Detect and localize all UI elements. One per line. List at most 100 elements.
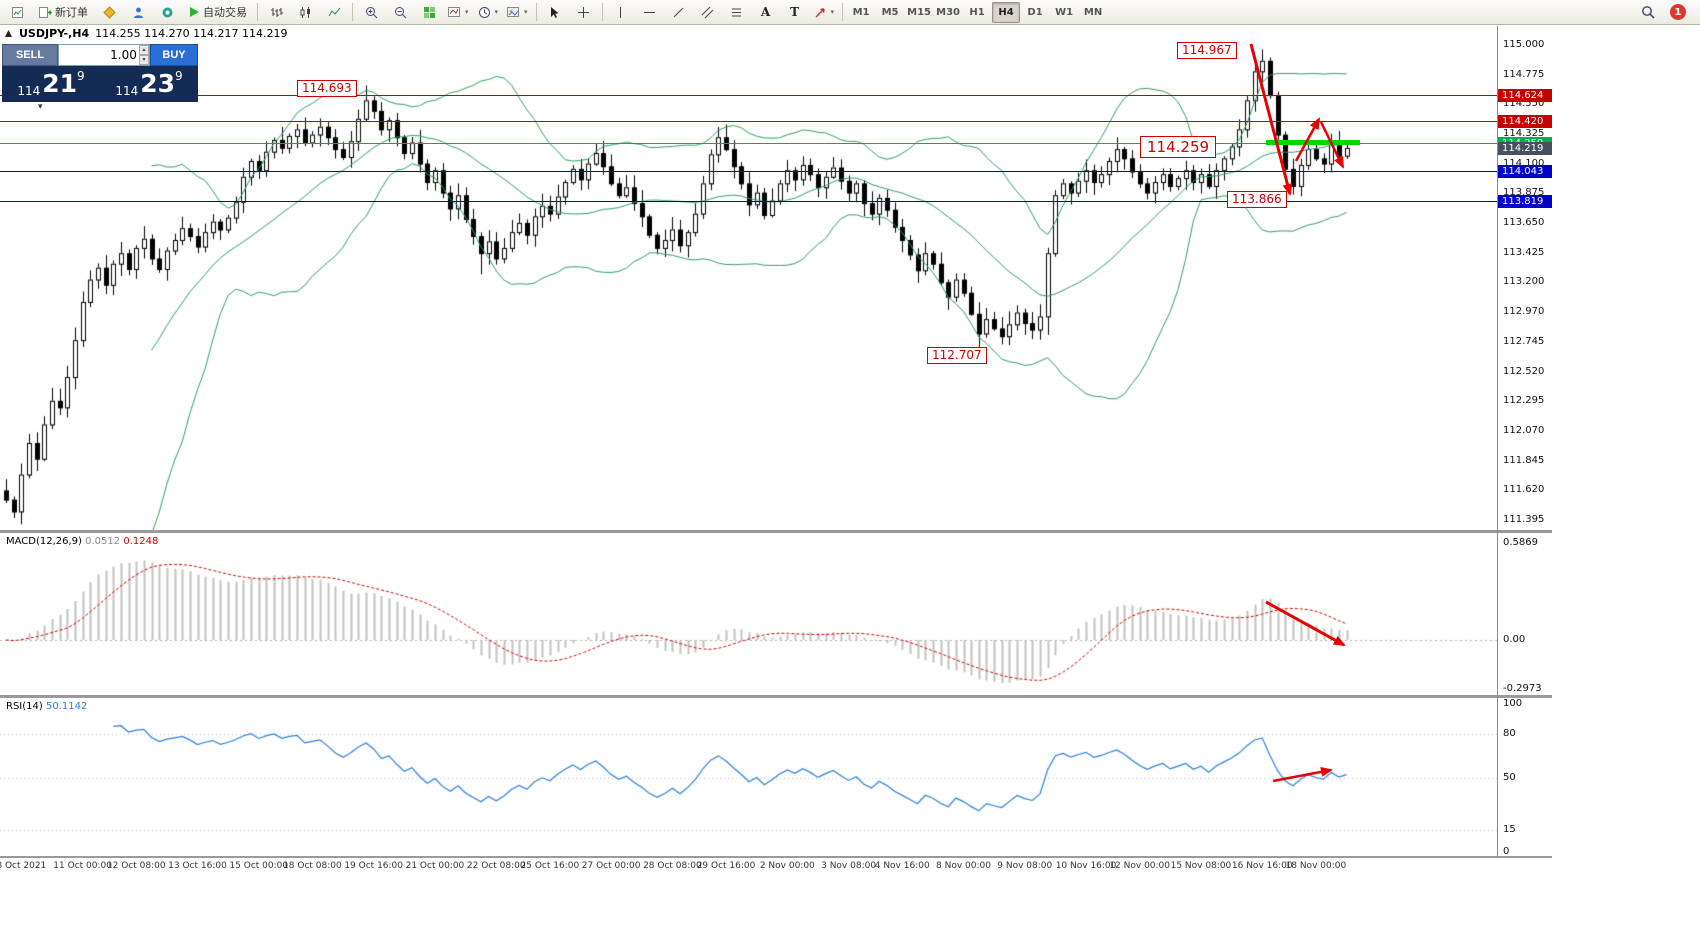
sell-price-point: 9 (77, 69, 85, 83)
time-axis-label: 21 Oct 00:00 (405, 861, 465, 871)
notification-badge[interactable]: 1 (1670, 4, 1686, 20)
price-tick-label: 113.650 (1503, 216, 1545, 228)
price-callout-label[interactable]: 114.259 (1140, 136, 1217, 158)
sell-price-pips: 21 (42, 69, 78, 98)
zoom-in-button[interactable] (357, 1, 385, 24)
macd-canvas[interactable] (0, 533, 1497, 695)
price-tag[interactable]: 114.219 (1498, 141, 1552, 155)
time-axis-label: 19 Oct 16:00 (344, 861, 403, 871)
buy-price-point: 9 (175, 69, 183, 83)
autotrade-button[interactable]: 自动交易 (182, 2, 253, 23)
price-level-line[interactable] (0, 171, 1497, 173)
zoom-out-button[interactable] (386, 1, 414, 24)
price-tag[interactable]: 114.043 (1498, 165, 1552, 179)
tf-button-M5[interactable]: M5 (881, 6, 899, 18)
buy-price-base: 114 (115, 84, 139, 98)
horizontal-line-button[interactable] (636, 1, 664, 24)
chart-title-bar: USDJPY-,H4 114.255 114.270 114.217 114.2… (0, 26, 1552, 41)
time-axis-label: 2 Nov 00:00 (759, 861, 815, 871)
price-tick-label: 114.100 (1503, 157, 1545, 169)
tf-button-MN[interactable]: MN (1083, 6, 1103, 18)
line-chart-button[interactable] (320, 1, 348, 24)
tf-button-H1[interactable]: H1 (969, 6, 985, 18)
price-tick-label: 111.845 (1503, 454, 1545, 466)
indicators-button[interactable] (444, 1, 473, 24)
market-watch-button[interactable] (95, 1, 123, 24)
bar-chart-button[interactable] (262, 1, 290, 24)
rsi-value: 50.1142 (45, 701, 88, 712)
periods-button[interactable] (474, 1, 503, 24)
price-tag[interactable]: 113.819 (1498, 194, 1552, 208)
price-tick-label: 115.000 (1503, 39, 1545, 50)
toolbar: 新订单 自动交易 (0, 0, 1700, 25)
buy-price[interactable]: 114 23 9 (100, 66, 198, 102)
toolbar-separator (601, 3, 603, 21)
sell-button[interactable]: SELL (2, 44, 58, 66)
label-icon: T (790, 5, 800, 19)
price-callout-label[interactable]: 112.707 (927, 347, 987, 364)
buy-button[interactable]: BUY (150, 44, 198, 66)
channel-icon (701, 6, 714, 18)
tf-button-M1[interactable]: M1 (852, 6, 870, 18)
volume-input[interactable] (59, 45, 139, 65)
shapes-button[interactable] (810, 1, 839, 24)
tf-button-M15[interactable]: M15 (907, 6, 931, 18)
tf-button-H4[interactable]: H4 (992, 1, 1021, 23)
price-tick-label: 112.070 (1503, 425, 1545, 437)
tf-button-M30[interactable]: M30 (936, 6, 960, 18)
time-axis-label: 10 Nov 16:00 (1055, 861, 1117, 871)
vertical-line-button[interactable] (607, 1, 635, 24)
price-tick-label: 113.425 (1503, 246, 1545, 258)
tile-windows-button[interactable] (415, 1, 443, 24)
timeframe-group: M1 M5 M15 M30 H1 H4 D1 W1 MN (847, 1, 1107, 23)
sell-price-base: 114 (17, 84, 41, 98)
text-button[interactable]: A (752, 1, 780, 24)
candlestick-chart-button[interactable] (291, 1, 319, 24)
price-callout-label[interactable]: 114.693 (297, 80, 357, 97)
trade-panel-collapse-button[interactable]: ▾ (38, 102, 43, 112)
price-level-line[interactable] (0, 121, 1497, 123)
trendline-button[interactable] (665, 1, 693, 24)
panel-splitter[interactable] (0, 530, 1552, 533)
label-button[interactable]: T (781, 1, 809, 24)
time-axis-label: 22 Oct 08:00 (466, 861, 526, 871)
price-tick-label: 113.875 (1503, 187, 1545, 199)
volume-decrease-button[interactable]: ▼ (138, 55, 149, 65)
sell-price[interactable]: 114 21 9 (2, 66, 100, 102)
time-axis-label: 18 Nov 00:00 (1285, 861, 1347, 871)
clock-icon (478, 6, 490, 18)
search-button[interactable] (1634, 1, 1662, 24)
price-callout-label[interactable]: 113.866 (1227, 191, 1287, 208)
price-level-line[interactable] (0, 200, 1497, 202)
rsi-scale-label: 0 (1503, 846, 1510, 857)
templates-button[interactable] (503, 1, 532, 24)
price-axis-separator (1497, 26, 1498, 858)
rsi-canvas[interactable] (0, 698, 1497, 856)
support-zone-line[interactable] (1266, 140, 1360, 146)
toolbar-separator (535, 3, 537, 21)
new-order-button[interactable]: 新订单 (33, 2, 94, 23)
price-tag[interactable]: 114.420 (1498, 115, 1552, 129)
toolbar-separator (842, 3, 844, 21)
price-chart-canvas[interactable] (0, 41, 1497, 530)
tf-button-W1[interactable]: W1 (1055, 6, 1074, 18)
crosshair-button[interactable] (570, 1, 598, 24)
price-level-line[interactable] (0, 94, 1497, 96)
search-icon (1642, 6, 1655, 19)
volume-increase-button[interactable]: ▲ (138, 45, 149, 55)
profile-icon (133, 7, 143, 18)
trendline-icon (673, 7, 684, 17)
channel-button[interactable] (694, 1, 722, 24)
data-window-button[interactable] (124, 1, 152, 24)
panel-splitter[interactable] (0, 695, 1552, 698)
price-level-line[interactable] (0, 142, 1497, 144)
price-tag[interactable]: 114.624 (1498, 88, 1552, 102)
chart-window-button[interactable] (4, 1, 32, 24)
navigator-button[interactable] (153, 1, 181, 24)
cursor-button[interactable] (541, 1, 569, 24)
price-callout-label[interactable]: 114.967 (1177, 42, 1237, 59)
fibonacci-button[interactable] (723, 1, 751, 24)
vertical-line-icon (620, 6, 622, 18)
tf-button-D1[interactable]: D1 (1027, 6, 1043, 18)
